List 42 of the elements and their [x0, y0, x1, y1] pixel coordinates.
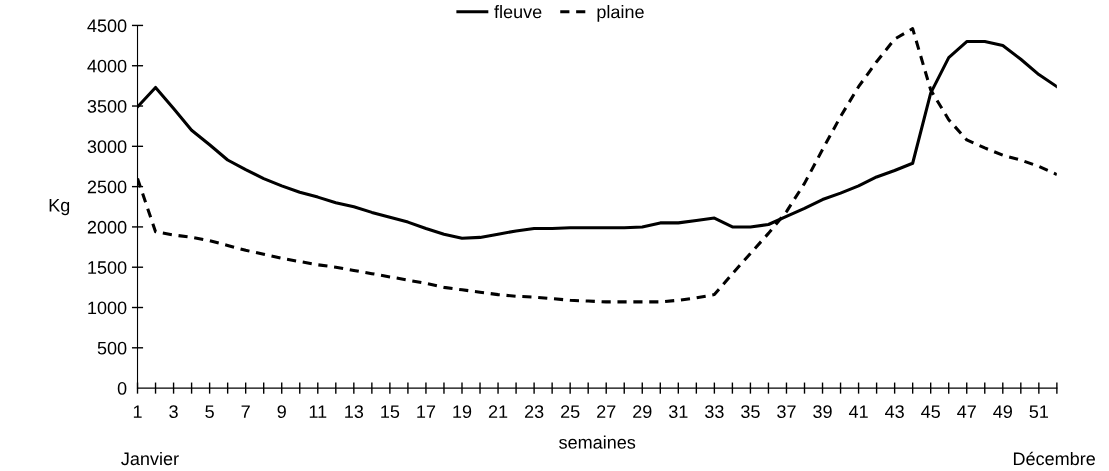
y-tick-label: 1000	[88, 301, 127, 315]
x-tick-label: 31	[668, 405, 688, 419]
legend-label: fleuve	[494, 5, 542, 19]
x-tick-label: 29	[633, 405, 652, 419]
y-tick-label: 2500	[87, 180, 127, 194]
x-axis-title: semaines	[559, 435, 636, 449]
y-axis-title: Kg	[49, 199, 70, 216]
legend-label: plaine	[597, 5, 644, 22]
x-tick-label: 3	[169, 405, 178, 419]
x-tick-label: 51	[1029, 405, 1049, 419]
x-tick-label: 17	[417, 405, 436, 418]
x-tick-label: 41	[848, 405, 868, 418]
x-tick-label: 21	[488, 405, 508, 418]
y-tick-label: 4500	[87, 19, 127, 33]
x-tick-label: 33	[705, 405, 724, 419]
x-tick-label: 1	[133, 405, 142, 418]
x-tick-label: 45	[921, 405, 940, 419]
x-tick-label: 37	[777, 405, 796, 419]
x-tick-label: 27	[597, 405, 616, 418]
x-tick-label: 15	[381, 405, 400, 419]
y-tick-label: 2000	[87, 220, 127, 234]
x-tick-label: 35	[741, 405, 760, 419]
x-tick-label: 13	[345, 405, 364, 419]
x-tick-label: 43	[885, 405, 904, 419]
x-tick-label: 23	[524, 405, 544, 419]
y-tick-label: 0	[117, 382, 127, 395]
y-tick-label: 3500	[87, 99, 127, 113]
y-tick-label: 1500	[88, 261, 127, 274]
text: Janvier	[121, 451, 179, 466]
x-tick-label: 9	[277, 405, 286, 419]
y-tick-label: 3000	[87, 140, 127, 154]
x-tick-label: 7	[241, 405, 250, 418]
x-tick-label: 25	[561, 405, 580, 419]
x-tick-label: 5	[205, 405, 214, 419]
x-tick-label: 19	[453, 405, 472, 419]
text: Décembre	[1013, 451, 1095, 466]
x-tick-label: 39	[813, 405, 832, 419]
y-tick-label: 4000	[87, 59, 127, 73]
x-tick-label: 47	[957, 405, 976, 418]
x-tick-label: 11	[309, 405, 327, 418]
y-tick-label: 500	[97, 341, 127, 355]
x-tick-label: 49	[993, 405, 1012, 419]
